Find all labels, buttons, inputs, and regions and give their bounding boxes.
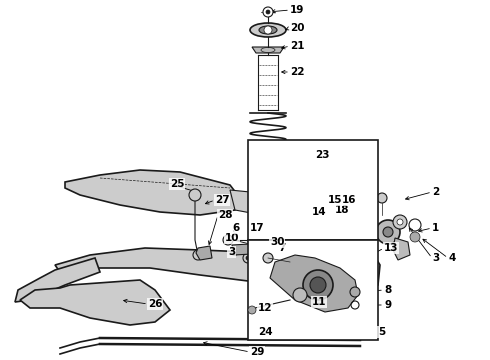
Text: 22: 22 (290, 67, 304, 77)
Text: 5: 5 (378, 327, 385, 337)
Text: 24: 24 (258, 327, 272, 337)
Ellipse shape (274, 236, 286, 244)
Text: 18: 18 (335, 205, 349, 215)
Text: 27: 27 (215, 195, 230, 205)
Polygon shape (290, 212, 380, 240)
Circle shape (193, 250, 203, 260)
Text: 6: 6 (232, 223, 239, 233)
Polygon shape (65, 170, 240, 215)
Text: 4: 4 (448, 253, 455, 263)
Text: 10: 10 (225, 233, 240, 243)
Polygon shape (232, 243, 270, 255)
Polygon shape (20, 280, 170, 325)
Polygon shape (270, 255, 358, 312)
Polygon shape (259, 215, 277, 265)
Ellipse shape (259, 26, 277, 34)
Text: 12: 12 (258, 303, 272, 313)
Text: 11: 11 (312, 297, 326, 307)
Text: 3: 3 (228, 247, 235, 257)
Circle shape (393, 215, 407, 229)
Circle shape (376, 220, 400, 244)
Circle shape (383, 227, 393, 237)
Text: 30: 30 (270, 237, 285, 247)
Bar (248, 140, 378, 240)
Circle shape (310, 210, 320, 220)
Circle shape (313, 229, 323, 239)
Text: 9: 9 (384, 300, 391, 310)
Polygon shape (252, 47, 284, 53)
Text: 1: 1 (432, 223, 439, 233)
Circle shape (243, 253, 253, 263)
Circle shape (303, 270, 333, 300)
Circle shape (189, 189, 201, 201)
Text: 20: 20 (290, 23, 304, 33)
Circle shape (350, 287, 360, 297)
Polygon shape (330, 240, 380, 295)
Circle shape (263, 269, 273, 279)
Text: 3: 3 (432, 253, 439, 263)
Circle shape (264, 26, 272, 34)
Text: 16: 16 (342, 195, 357, 205)
Circle shape (263, 253, 273, 263)
Text: 26: 26 (148, 299, 163, 309)
Polygon shape (393, 238, 410, 260)
Text: 15: 15 (328, 195, 343, 205)
Text: 17: 17 (250, 223, 265, 233)
Text: 14: 14 (312, 207, 327, 217)
Circle shape (266, 10, 270, 14)
Polygon shape (55, 248, 360, 285)
Text: 8: 8 (384, 285, 391, 295)
Circle shape (397, 219, 403, 225)
Bar (248, 240, 378, 340)
Text: 2: 2 (432, 187, 439, 197)
Circle shape (297, 222, 303, 228)
Text: 13: 13 (384, 243, 398, 253)
Polygon shape (254, 265, 282, 278)
Text: 19: 19 (290, 5, 304, 15)
Circle shape (277, 237, 283, 243)
Text: 7: 7 (278, 243, 285, 253)
Polygon shape (230, 190, 285, 218)
Text: 21: 21 (290, 41, 304, 51)
Circle shape (410, 232, 420, 242)
Text: 25: 25 (170, 179, 185, 189)
Circle shape (288, 236, 296, 244)
Circle shape (223, 235, 233, 245)
Text: 23: 23 (315, 150, 329, 160)
Polygon shape (15, 258, 100, 302)
Circle shape (377, 193, 387, 203)
Circle shape (293, 288, 307, 302)
Circle shape (246, 256, 250, 260)
Circle shape (248, 306, 256, 314)
Polygon shape (196, 246, 212, 260)
Circle shape (310, 192, 322, 204)
Circle shape (310, 277, 326, 293)
Ellipse shape (250, 23, 286, 37)
Circle shape (263, 7, 273, 17)
Circle shape (293, 218, 307, 232)
Text: 29: 29 (250, 347, 265, 357)
Text: 28: 28 (218, 210, 232, 220)
